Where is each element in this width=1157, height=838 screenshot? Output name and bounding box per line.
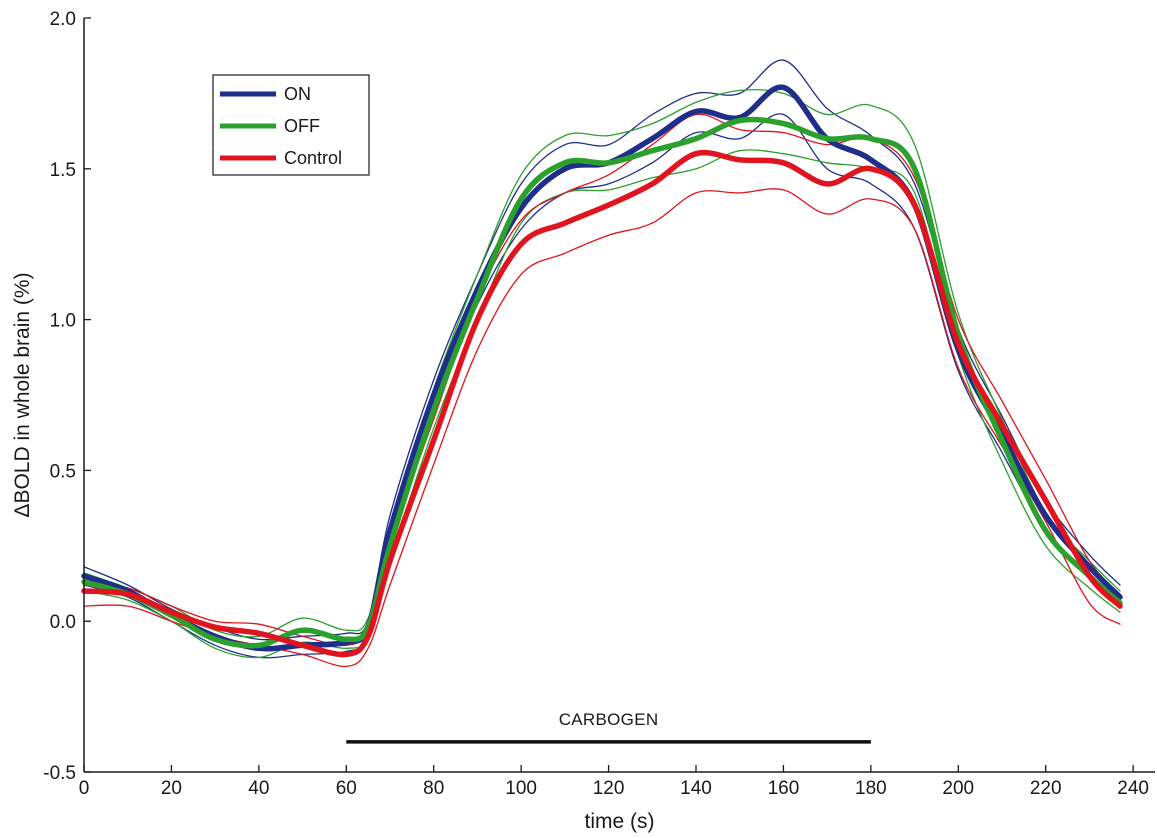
series-line-control-bound: [83, 188, 1121, 668]
x-tick-label: 100: [505, 778, 537, 799]
series-lines: [81, 59, 1123, 668]
series-line-off-mean: [81, 116, 1123, 649]
y-ticks: -0.5 0.0 0.5 1.0 1.5 2.0: [43, 9, 91, 784]
carbogen-annotation: CARBOGEN: [346, 710, 871, 744]
x-tick-label: 20: [161, 778, 182, 799]
y-axis-title: ΔBOLD in whole brain (%): [11, 272, 34, 517]
x-axis-title: time (s): [585, 810, 655, 833]
y-tick-label: 0.0: [50, 612, 76, 633]
x-ticks: 0 20 40 60 80 100 120 140 160 180 200 220 240: [79, 765, 1149, 799]
series-line-off-bound: [83, 149, 1121, 659]
y-tick-label: -0.5: [43, 763, 76, 784]
y-tick-label: 0.5: [50, 461, 76, 482]
axes: 0 20 40 60 80 100 120 140 160 180 200 220 240 -0.5 0.…: [43, 9, 1155, 799]
x-tick-label: 120: [593, 778, 625, 799]
y-tick-label: 1.0: [50, 311, 76, 332]
x-tick-label: 140: [680, 778, 712, 799]
x-tick-label: 200: [942, 778, 974, 799]
y-tick-label: 1.5: [50, 160, 76, 181]
x-tick-label: 80: [423, 778, 444, 799]
series-line-on-bound: [83, 113, 1121, 659]
carbogen-label: CARBOGEN: [559, 710, 659, 729]
series-line-off-bound: [83, 88, 1121, 638]
legend: ON OFF Control: [212, 74, 370, 176]
y-tick-label: 2.0: [50, 9, 76, 30]
x-tick-label: 160: [768, 778, 800, 799]
x-tick-label: 220: [1030, 778, 1062, 799]
series-line-control-mean: [81, 149, 1123, 658]
x-tick-label: 40: [248, 778, 269, 799]
legend-label-on: ON: [284, 84, 311, 104]
legend-label-off: OFF: [284, 116, 320, 136]
x-tick-label: 240: [1117, 778, 1149, 799]
x-tick-label: 0: [79, 778, 90, 799]
x-tick-label: 60: [336, 778, 357, 799]
series-line-control-bound: [83, 113, 1121, 647]
x-tick-label: 180: [855, 778, 887, 799]
legend-label-control: Control: [284, 148, 342, 168]
